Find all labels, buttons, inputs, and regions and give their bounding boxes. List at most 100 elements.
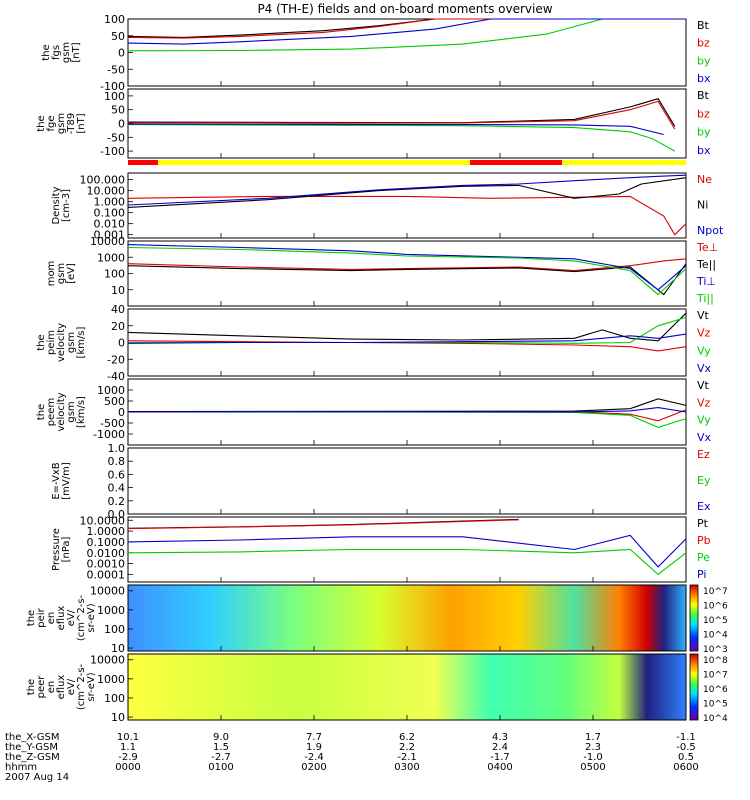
panel-frame bbox=[127, 172, 687, 239]
chart-title: P4 (TH-E) fields and on-board moments ov… bbox=[257, 2, 552, 16]
legend-entry: Vt bbox=[697, 309, 710, 322]
y-tick-label: -40 bbox=[107, 370, 125, 383]
series-pressure-line bbox=[127, 548, 687, 576]
legend-entry: Bt bbox=[697, 89, 710, 102]
series-pressure-line bbox=[127, 519, 519, 530]
x-row-value: -2.4 bbox=[304, 752, 324, 763]
y-tick-label: 0.100 bbox=[94, 207, 126, 220]
legend-entry: Vx bbox=[697, 362, 712, 375]
series-mom-line bbox=[127, 244, 687, 291]
y-tick-label: 1000 bbox=[97, 604, 125, 617]
colorbar-label: 10^7 bbox=[703, 671, 728, 681]
y-axis-label-line: [nT] bbox=[76, 113, 87, 133]
x-row-value: 0300 bbox=[394, 762, 419, 773]
panel-frame bbox=[127, 447, 687, 515]
x-row-value: 0600 bbox=[673, 762, 698, 773]
y-tick-label: 0.4 bbox=[108, 482, 126, 495]
legend-entry: Vy bbox=[697, 344, 711, 357]
colorbar-label: 10^8 bbox=[703, 656, 728, 666]
y-axis-label-line: [nPa] bbox=[61, 536, 72, 562]
y-axis-label-line: E=-VxB bbox=[51, 462, 62, 499]
legend-entry: Pe bbox=[697, 551, 710, 564]
series-fge-line bbox=[127, 123, 664, 136]
y-tick-label: 10000 bbox=[90, 654, 125, 667]
legend-entry: bx bbox=[697, 72, 711, 85]
legend-entry: bx bbox=[697, 144, 711, 157]
legend-entry: by bbox=[697, 54, 711, 67]
y-axis-label-line: gsm bbox=[66, 332, 77, 353]
legend-entry: Ti|| bbox=[696, 292, 714, 305]
panels: 100500-50-100thefgsgsm[nT]Btbzbybx100500… bbox=[26, 13, 728, 724]
panel-peer: 10^8 10^7 10^6 10^5 10^4 10000 1000 100 10 thepee… bbox=[26, 653, 728, 724]
y-axis-label: thepeimvelocitygsm[km/s] bbox=[36, 323, 87, 362]
x-row-value: 6.2 bbox=[399, 732, 415, 743]
x-row-value: 2.4 bbox=[492, 742, 508, 753]
y-tick-label: -500 bbox=[100, 417, 125, 430]
y-tick-label: 1000 bbox=[97, 384, 125, 397]
colorbar-label: 10^5 bbox=[703, 700, 728, 710]
x-row-value: 1.9 bbox=[306, 742, 322, 753]
series-fge-line bbox=[127, 100, 676, 130]
panel-peim: 40 20 0 -20 -40 thepeimvelocitygsm[km/s] Vt Vz V… bbox=[36, 303, 712, 383]
x-row-value: -0.5 bbox=[676, 742, 696, 753]
series-mom-line bbox=[127, 258, 687, 272]
x-row-value: -2.9 bbox=[118, 752, 138, 763]
y-tick-label: 0.0 bbox=[108, 508, 126, 521]
y-tick-label: 10 bbox=[111, 642, 125, 655]
series-fge-line bbox=[127, 98, 676, 127]
x-row-value: 1.5 bbox=[213, 742, 229, 753]
y-tick-label: -20 bbox=[107, 353, 125, 366]
y-axis-label: thepeemvelocitygsm[km/s] bbox=[36, 392, 87, 431]
legend-entry: bz bbox=[697, 37, 710, 50]
y-axis-label-line: Density bbox=[51, 186, 62, 224]
series-fge-line bbox=[127, 124, 676, 152]
y-tick-label: 50 bbox=[111, 30, 125, 43]
y-axis-label-line: [cm-3] bbox=[61, 189, 72, 222]
y-axis-label: thepeerenefluxeV/(cm^2-s-sr-eV) bbox=[26, 663, 97, 710]
spectrogram bbox=[128, 585, 686, 651]
y-axis-label-line: Pressure bbox=[51, 528, 62, 571]
y-tick-label: 0 bbox=[118, 118, 125, 131]
series-mom-line bbox=[127, 246, 687, 296]
x-row-value: 0500 bbox=[580, 762, 605, 773]
y-axis-label-line: the bbox=[36, 334, 47, 350]
state-bar bbox=[128, 160, 686, 165]
y-axis-label-line: (cm^2-s- bbox=[76, 663, 87, 710]
y-tick-label: -50 bbox=[107, 131, 125, 144]
x-row-value: -2.7 bbox=[211, 752, 231, 763]
legend-entry: Ex bbox=[697, 500, 711, 513]
y-tick-label: 100 bbox=[104, 692, 125, 705]
x-row-value: 7.7 bbox=[306, 732, 322, 743]
legend-entry: Npot bbox=[697, 224, 724, 237]
series-fgs-line bbox=[127, 18, 686, 45]
y-axis-label-line: gsm bbox=[66, 401, 77, 422]
x-row-value: 2.3 bbox=[585, 742, 601, 753]
y-axis-label-line: peem bbox=[46, 398, 57, 426]
y-tick-label: 10 bbox=[111, 711, 125, 724]
y-tick-label: 0 bbox=[118, 47, 125, 60]
panel-peir: 10^7 10^6 10^5 10^4 10^3 10000 1000 100 10 thepei… bbox=[26, 584, 728, 655]
series-peim-line bbox=[127, 340, 687, 352]
y-tick-label: 1000 bbox=[97, 673, 125, 686]
series-pressure-line bbox=[127, 534, 687, 568]
state-bar-red bbox=[470, 160, 562, 165]
y-axis-label-line: peir bbox=[36, 607, 47, 627]
y-tick-label: 500 bbox=[104, 395, 125, 408]
y-axis-label-line: peim bbox=[46, 330, 57, 355]
legend-entry: bz bbox=[697, 107, 710, 120]
x-row-label: the_X-GSM bbox=[5, 732, 59, 743]
colorbar-label: 10^7 bbox=[703, 587, 728, 597]
colorbar-label: 10^6 bbox=[703, 685, 728, 695]
y-axis-label-line: [eV] bbox=[66, 263, 77, 284]
y-tick-label: 100 bbox=[104, 13, 125, 26]
y-axis-label-line: mom bbox=[46, 261, 57, 287]
y-tick-label: 10.000 bbox=[87, 185, 126, 198]
y-axis-label: momgsm[eV] bbox=[46, 261, 77, 287]
spectrogram bbox=[128, 654, 686, 720]
y-axis-label-line: [km/s] bbox=[76, 326, 87, 358]
y-axis-label: thepeirenefluxeV/(cm^2-s-sr-eV) bbox=[26, 594, 97, 641]
y-tick-label: -50 bbox=[107, 63, 125, 76]
legend-entry: Vz bbox=[697, 396, 711, 409]
x-row-label: hhmm bbox=[5, 762, 37, 773]
x-row-value: 0.5 bbox=[678, 752, 694, 763]
